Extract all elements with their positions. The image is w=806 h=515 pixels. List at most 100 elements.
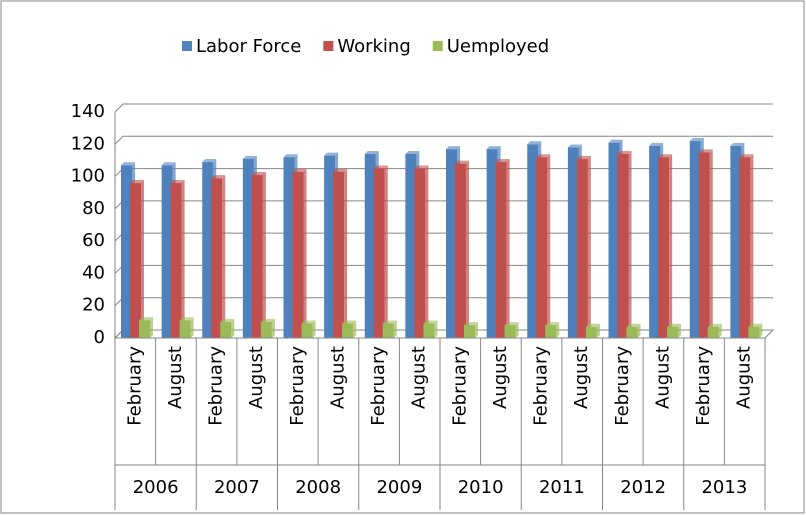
x-tick-label: August [327,346,348,409]
bar-face [669,154,673,338]
bar-face [446,146,460,150]
bar-face [251,171,266,175]
bar [626,323,641,338]
bar-face [689,138,704,142]
bar-face [748,323,763,327]
bar [179,317,194,338]
bar-face [130,180,144,184]
bar-face [587,155,591,338]
bar-face [364,150,379,154]
bar-face [312,320,316,338]
bar-face [425,165,429,338]
bar-face [547,154,551,338]
x-tick-label: August [652,346,673,409]
bar-face [373,165,388,169]
bar-face [464,325,475,338]
bar-face [515,322,519,338]
bar-face [698,152,710,338]
x-group-label: 2009 [376,477,422,498]
bar-face [466,160,469,338]
bar-face [637,323,641,338]
bar-face [486,146,501,150]
bar-face [190,317,194,338]
bar-face [504,325,516,338]
bar-face [324,152,339,156]
x-tick-label: February [531,346,552,426]
bar-face [423,323,435,338]
bar [130,180,144,338]
y-tick-label: 0 [94,327,105,348]
bar-face [220,318,235,322]
bar-face [576,158,588,338]
x-group-label: 2010 [458,477,504,498]
bar-face [405,153,417,338]
legend-label: Working [337,36,410,57]
bar-face [667,326,679,338]
bar-face [423,320,438,324]
bar-face [649,145,661,338]
bar-face [179,320,191,338]
bar-face [495,159,510,163]
bar-face [658,157,670,338]
bar-face [709,149,713,338]
bar-face [495,162,507,338]
bar [220,318,235,338]
bar [576,155,591,338]
bar-face [170,180,185,184]
bar-face [242,158,254,338]
bar-face [344,168,348,338]
bar-face [161,162,176,166]
bar-face [283,154,298,158]
bar-face [262,171,266,338]
bar-face [545,325,557,338]
bar-face [301,320,316,324]
y-tick-label: 140 [71,101,105,122]
bar-face [364,153,376,338]
bar-face [446,149,457,338]
bar-face [414,165,429,169]
bar-face [324,155,336,338]
legend-swatch [182,41,192,51]
y-tick-label: 120 [71,133,105,154]
bar-face [536,154,551,158]
bar-face [506,159,510,338]
bar-face [626,323,641,327]
bar [545,322,560,338]
bar-face [504,322,519,326]
bar-face [718,323,722,338]
bar-face [475,322,478,338]
bar-face [333,171,345,338]
bar-face [382,323,394,338]
bar [251,171,266,338]
bar [536,154,551,338]
bar-face [231,318,235,338]
bar-face [455,163,466,338]
bar-face [567,147,579,338]
x-tick-label: February [612,346,633,426]
x-tick-label: February [287,346,308,426]
bar-face [567,144,582,148]
bar [748,323,763,338]
x-tick-label: February [206,346,227,426]
bar-face [342,323,354,338]
bar [423,320,438,338]
bar-face [211,175,226,179]
bar [739,154,754,338]
bar-face [678,323,682,338]
y-tick-label: 80 [82,198,105,219]
bar [170,180,185,338]
bar [414,165,429,338]
x-group-label: 2011 [539,477,585,498]
bar-face [121,162,135,166]
bar-face [271,318,275,338]
x-tick-label: August [490,346,511,409]
bar-face [608,142,620,338]
x-tick-label: August [165,346,186,409]
bar-face [220,321,232,338]
bar [139,317,153,338]
bar-face [585,323,600,327]
bar-face [759,323,763,338]
bar-face [211,178,223,338]
bar [292,168,307,338]
